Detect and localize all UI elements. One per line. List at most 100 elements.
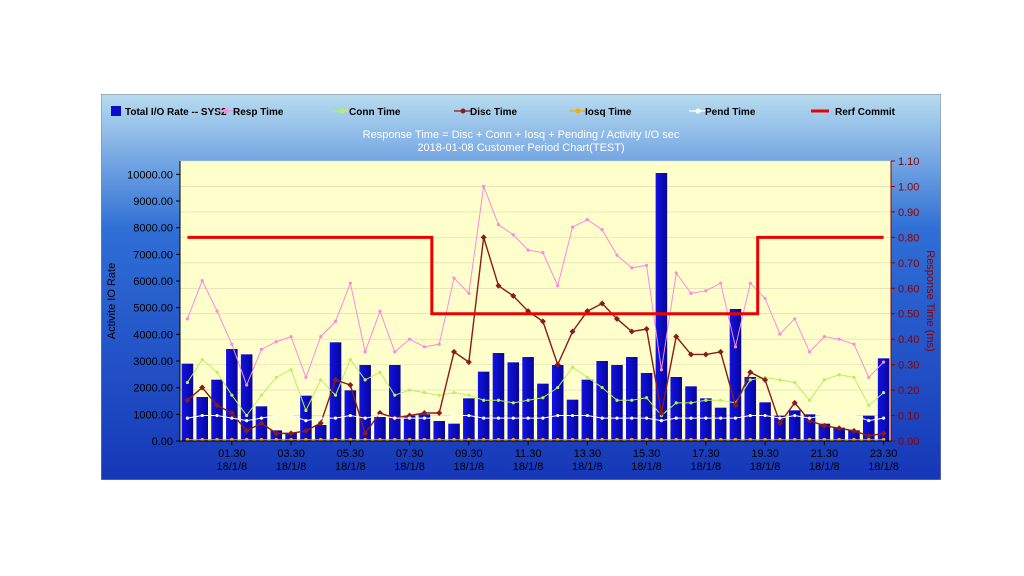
bar [803,414,816,441]
point [733,416,738,420]
point [806,417,813,424]
y2-tick-label: 1.00 [898,181,919,193]
chart-subtitle: 2018-01-08 Customer Period Chart(TEST) [417,142,624,154]
x-tick-sublabel: 18/1/8 [809,461,840,473]
point [600,228,604,232]
y-tick-label: 0.00 [152,436,173,448]
point [436,410,443,416]
point [437,393,441,397]
bar [477,371,490,441]
point [659,368,664,372]
point [791,399,798,406]
bar [640,373,653,441]
point [554,361,561,368]
legend-label-0: Total I/O Rate -- SYS2 [125,107,227,118]
point [243,427,250,434]
performance-chart: Total I/O Rate -- SYS2 Resp Time Conn Time… [100,93,942,481]
point [822,413,826,418]
point [689,291,693,295]
point [793,413,797,418]
point [319,416,323,420]
bar [329,342,342,441]
point [628,328,635,335]
legend-label-2: Conn Time [349,107,401,118]
point [526,416,530,420]
point [348,413,352,418]
point [200,357,204,362]
x-tick-label: 15.30 [633,448,661,460]
series-lines [184,184,887,442]
point [762,376,769,383]
point [570,413,575,418]
point [378,309,382,313]
point [821,422,828,429]
point [763,296,767,301]
point [719,398,723,402]
point [748,281,752,285]
point [273,430,280,437]
y2-axis-label: Response Time (ms) [924,250,936,351]
x-tick-sublabel: 18/1/8 [868,461,899,473]
x-tick-label: 07.30 [396,448,424,460]
point [748,378,752,382]
bar [863,415,875,441]
point [615,253,619,257]
point [289,368,293,372]
y2-tick-label: 0.70 [898,258,919,270]
point [526,398,530,402]
point [733,345,738,349]
legend-label-6: Rerf Commit [835,107,896,118]
point [215,370,219,374]
point [214,402,221,409]
y2-tick-label: 1.10 [898,156,919,168]
series-line-rerf-commit [187,235,884,316]
point [704,289,708,293]
bar [492,353,505,441]
y2-axis: 0.00 0.10 0.20 0.30 0.40 0.50 0.60 0.70 0.80 0.90… [890,156,919,448]
x-tick-label: 11.30 [515,448,542,460]
bar [581,379,594,441]
point [317,420,324,427]
point [702,351,709,358]
legend: Total I/O Rate -- SYS2 Resp Time Conn Time… [111,106,896,118]
point [422,416,427,420]
point [556,413,560,418]
point [378,370,382,374]
x-tick-label: 23.30 [870,448,898,460]
point [274,375,278,379]
point [348,281,352,285]
bar [448,423,460,441]
point [347,382,354,388]
bar [670,377,682,441]
point [570,225,575,229]
point [674,401,678,405]
point [451,348,458,355]
point [850,427,857,434]
point [659,419,664,423]
bar [196,397,208,441]
series-line-pend-time [187,415,884,422]
legend-label-4: Iosq Time [585,107,632,118]
point [465,359,472,366]
x-tick-sublabel: 18/1/8 [513,461,544,473]
bar [418,414,431,441]
point [674,271,678,275]
point [452,276,456,280]
point [793,380,797,385]
bar [714,407,727,441]
bar [759,402,771,441]
point [407,416,412,420]
legend-marker-5 [695,108,701,114]
point [644,416,649,420]
point [422,391,427,395]
point [807,416,812,420]
point [852,413,856,418]
x-tick-sublabel: 18/1/8 [276,461,307,473]
point [289,413,293,418]
point [230,342,234,346]
point [881,416,886,420]
point [467,393,471,397]
point [319,378,323,382]
point [613,315,620,322]
x-tick-label: 13.30 [574,448,602,460]
